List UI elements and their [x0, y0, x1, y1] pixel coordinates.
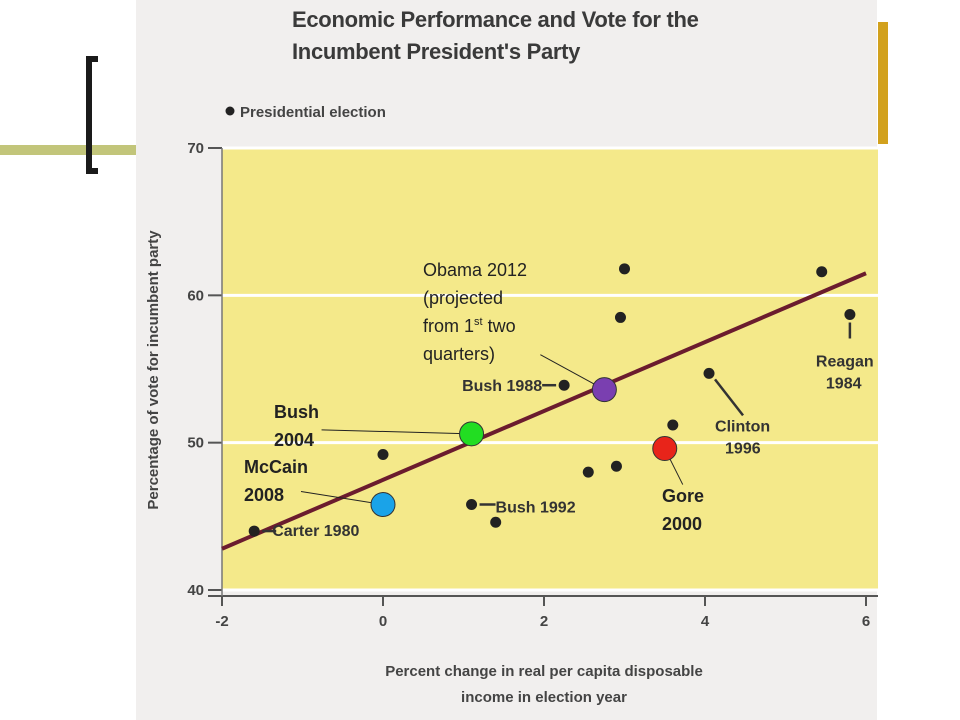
x-tick-label--2: -2 — [215, 613, 228, 630]
data-point-12 — [844, 308, 856, 320]
axes — [208, 147, 878, 606]
x-tick-label-6: 6 — [862, 613, 870, 630]
chart-title: Economic Performance and Vote for the In… — [292, 7, 699, 64]
obama-line3-post: two — [482, 316, 516, 336]
x-axis-title-line2: income in election year — [461, 689, 627, 706]
data-point-10 — [703, 367, 715, 379]
data-point-6 — [610, 460, 622, 472]
data-point-11 — [816, 266, 828, 278]
mccain-2008-line2: 2008 — [244, 485, 285, 505]
point-label-4: Bush 1988 — [462, 378, 542, 395]
point-label-0: Carter 1980 — [272, 523, 359, 540]
mccain-2008-callout: McCain 2008 — [244, 453, 308, 509]
gore-2000-line2: 2000 — [662, 514, 703, 534]
x-tick-label-2: 2 — [540, 613, 548, 630]
point-labels: Carter 1980 Bush 1992 Bush 1988 Clinton 1996… — [262, 322, 874, 540]
gold-vertical-bar — [878, 22, 888, 144]
label-leader-10 — [714, 378, 745, 417]
highlighted-points — [370, 377, 678, 518]
obama-2012-line4: quarters) — [423, 344, 496, 364]
regression-line-group — [221, 271, 867, 551]
obama-line3-pre: from 1 — [423, 316, 475, 336]
data-point-5 — [582, 466, 594, 478]
x-axis-title-line1: Percent change in real per capita dispos… — [385, 663, 703, 680]
bush-2004-line2: 2004 — [274, 430, 315, 450]
highlight-point-0 — [459, 421, 485, 447]
y-tick-label-70: 70 — [187, 140, 204, 157]
y-axis-title: Percentage of vote for incumbent party — [145, 230, 162, 510]
data-point-2 — [466, 499, 478, 511]
point-label-name-10: Clinton — [715, 418, 770, 435]
obama-line3-sup: st — [474, 316, 483, 328]
point-label-12: Reagan 1984 — [816, 353, 874, 392]
obama-2012-line2: (projected — [423, 288, 504, 308]
x-axis-title: Percent change in real per capita dispos… — [385, 663, 703, 706]
obama-2012-callout: Obama 2012 (projected from 1st two quart… — [423, 256, 527, 368]
olive-horizontal-rule — [0, 145, 140, 155]
data-point-8 — [614, 311, 626, 323]
data-point-1 — [377, 448, 389, 460]
point-label-year-10: 1996 — [725, 440, 761, 457]
regression-line — [221, 271, 867, 551]
grid-lines — [222, 146, 878, 592]
callout-leader-1 — [300, 491, 384, 506]
data-point-4 — [558, 379, 570, 391]
x-tick-label-0: 0 — [379, 613, 387, 630]
point-label-2: Bush 1992 — [496, 500, 576, 517]
tick-labels: 40 50 60 70 -2 0 2 4 6 — [187, 140, 870, 630]
highlight-point-2 — [591, 377, 617, 403]
y-tick-label-60: 60 — [187, 287, 204, 304]
obama-2012-line1: Obama 2012 — [423, 260, 528, 280]
obama-2012-line3: from 1st two — [423, 312, 527, 340]
bush-2004-line1: Bush — [274, 402, 319, 422]
point-label-name-12: Reagan — [816, 353, 874, 370]
data-point-0 — [248, 525, 260, 537]
legend-label: Presidential election — [240, 104, 386, 121]
point-label-10: Clinton 1996 — [715, 418, 770, 457]
highlight-point-1 — [370, 492, 396, 518]
point-label-year-12: 1984 — [826, 375, 862, 392]
gore-2000-line1: Gore — [662, 486, 705, 506]
y-tick-label-40: 40 — [187, 582, 204, 599]
black-left-bracket — [86, 56, 98, 174]
data-point-3 — [490, 516, 502, 528]
data-point-9 — [667, 419, 679, 431]
legend-marker — [225, 106, 235, 116]
highlight-point-3 — [652, 436, 678, 462]
bush-2004-callout: Bush 2004 — [274, 398, 319, 454]
data-points — [248, 263, 856, 537]
y-tick-label-50: 50 — [187, 435, 204, 452]
legend: Presidential election — [225, 104, 386, 121]
plot-background — [222, 148, 878, 590]
x-tick-label-4: 4 — [701, 613, 710, 630]
mccain-2008-line1: McCain — [244, 457, 309, 477]
gore-2000-callout: Gore 2000 — [662, 482, 704, 538]
axis-titles: Percentage of vote for incumbent party Pe… — [145, 230, 703, 706]
callout-leader-0 — [321, 429, 472, 435]
data-point-7 — [619, 263, 630, 275]
